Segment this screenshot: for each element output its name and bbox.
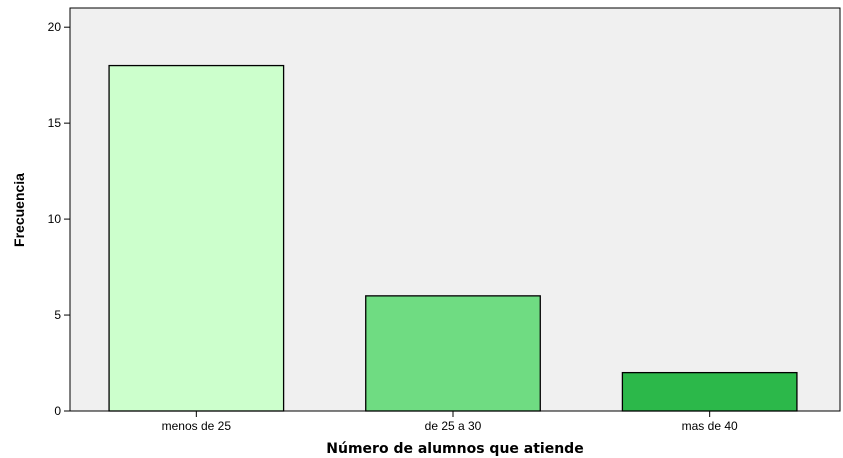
bar-1: [365, 295, 541, 412]
y-tick-label: 20: [48, 20, 62, 34]
bar-0: [108, 64, 285, 412]
y-axis-title: Frecuencia: [11, 173, 27, 247]
bars-layer: [108, 64, 798, 412]
y-tick-label: 15: [48, 116, 62, 130]
y-tick-label: 10: [48, 212, 62, 226]
y-tick-label: 0: [54, 404, 61, 418]
x-axis-title: Número de alumnos que atiende: [326, 441, 583, 457]
bar-2: [621, 371, 798, 412]
x-axis: menos de 25 de 25 a 30 mas de 40: [162, 411, 738, 433]
y-axis: 0 5 10 15 20: [48, 20, 70, 418]
x-tick-label: mas de 40: [682, 419, 738, 433]
x-tick-label: de 25 a 30: [425, 419, 482, 433]
x-tick-label: menos de 25: [162, 419, 232, 433]
y-tick-label: 5: [54, 308, 61, 322]
